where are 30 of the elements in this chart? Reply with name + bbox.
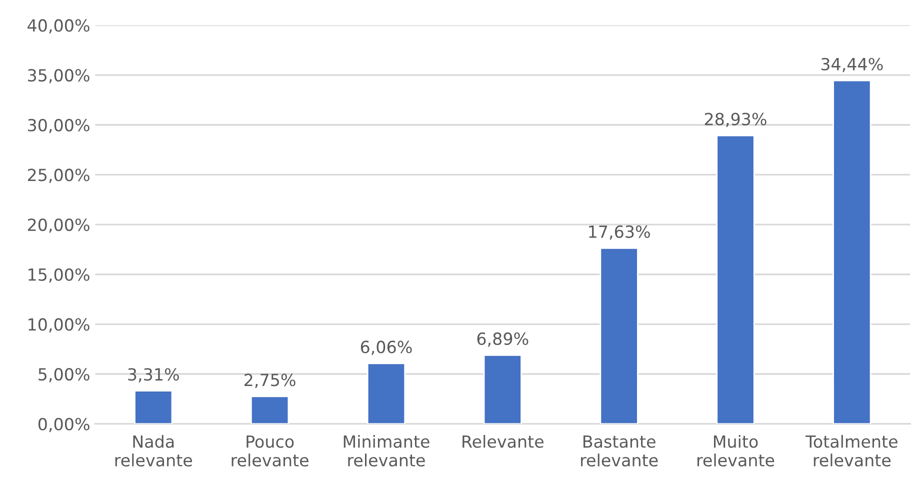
data-label: 28,93% <box>704 112 766 128</box>
data-label: 6,89% <box>477 332 528 347</box>
y-tick-label: 35,00% <box>28 68 90 84</box>
y-tick-label: 30,00% <box>28 118 90 134</box>
x-tick-label: Minimante relevante <box>344 434 430 467</box>
y-tick-label: 5,00% <box>38 368 90 382</box>
y-tick-label: 25,00% <box>28 168 90 183</box>
y-tick-label: 10,00% <box>28 318 90 332</box>
y-tick-label: 20,00% <box>28 218 90 233</box>
x-tick-label: Relevante <box>462 434 544 448</box>
data-label: 2,75% <box>244 374 296 388</box>
data-label: 17,63% <box>589 225 650 240</box>
data-label: 3,31% <box>128 368 179 382</box>
bar <box>716 134 755 424</box>
x-tick-label: Nada relevante <box>115 434 192 467</box>
x-tick-label: Muito relevante <box>697 434 774 467</box>
bar <box>600 247 638 424</box>
x-tick-label: Bastante relevante <box>581 435 658 467</box>
x-tick-label: Pouco relevante <box>232 435 308 467</box>
y-tick-label: 15,00% <box>28 268 90 283</box>
y-tick-label: 0,00% <box>38 418 90 432</box>
x-tick-label: Totalmente relevante <box>805 434 898 467</box>
bar <box>483 354 522 424</box>
bar <box>366 362 406 424</box>
bar <box>250 396 290 424</box>
bar <box>832 80 872 424</box>
y-tick-label: 40,00% <box>28 19 90 34</box>
data-label: 6,06% <box>360 340 412 355</box>
bar <box>134 390 173 424</box>
data-label: 34,44% <box>821 58 883 72</box>
